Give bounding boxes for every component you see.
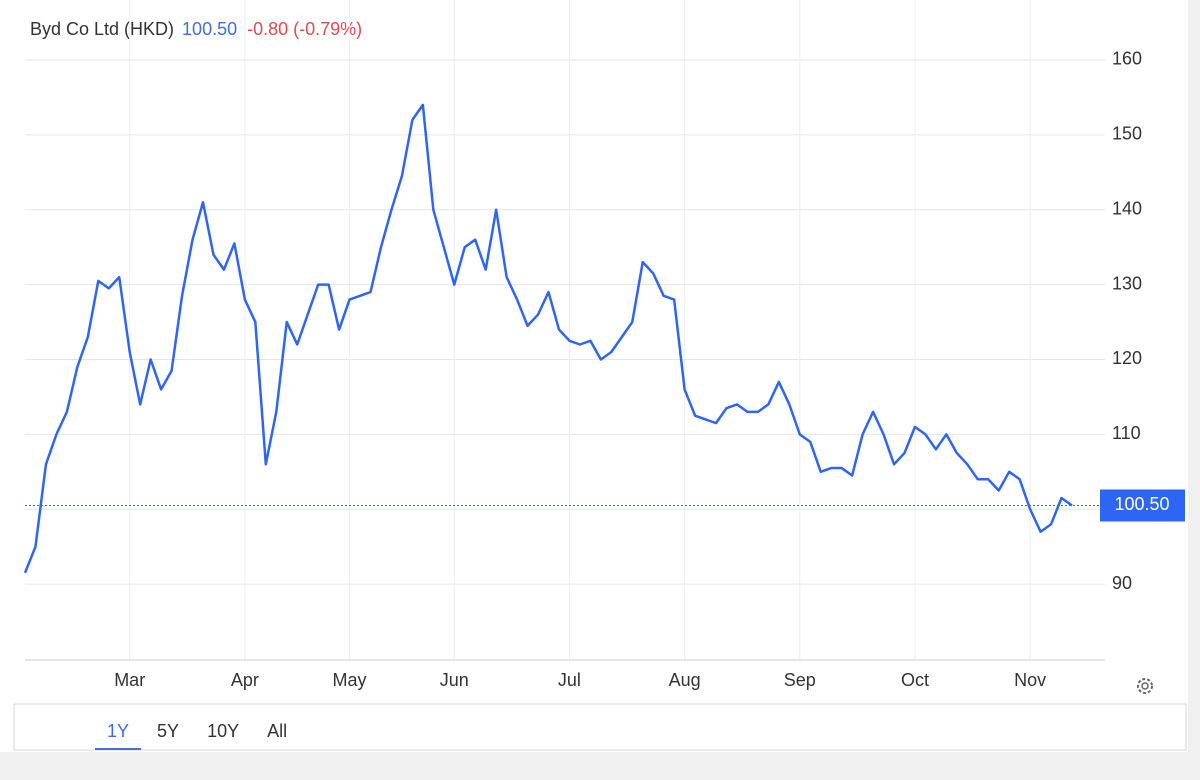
range-button[interactable]: 10Y (207, 721, 239, 741)
x-tick-label: May (333, 670, 367, 690)
y-tick-label: 130 (1112, 273, 1142, 293)
y-tick-label: 110 (1112, 423, 1141, 443)
x-tick-label: Jul (558, 670, 581, 690)
x-tick-label: Sep (784, 670, 816, 690)
range-button[interactable]: 1Y (107, 721, 129, 741)
price-line (23, 103, 1073, 574)
range-button[interactable]: All (267, 721, 287, 741)
y-tick-label: 90 (1112, 573, 1132, 593)
range-button[interactable]: 5Y (157, 721, 179, 741)
last-price-box (1100, 489, 1185, 522)
header-price: 100.50 (182, 19, 237, 39)
x-tick-label: Jun (440, 670, 469, 690)
range-bar (13, 703, 1187, 751)
x-tick-label: Apr (231, 670, 259, 690)
chart-background (0, 0, 1188, 752)
y-tick-label: 120 (1112, 348, 1142, 368)
gear-inner (1141, 682, 1149, 690)
y-tick-label: 140 (1112, 198, 1142, 218)
gear-outer (1137, 678, 1153, 694)
y-tick-label: 150 (1112, 124, 1142, 144)
x-tick-label: Aug (669, 670, 701, 690)
x-tick-label: Oct (901, 670, 929, 690)
header-change: -0.80 (-0.79%) (247, 19, 362, 39)
last-price-label: 100.50 (1114, 494, 1169, 514)
settings-gear[interactable] (1137, 678, 1153, 694)
x-tick-label: Nov (1014, 670, 1046, 690)
chart-title: Byd Co Ltd (HKD) (30, 19, 174, 39)
x-tick-label: Mar (114, 670, 145, 690)
y-tick-label: 160 (1112, 49, 1142, 69)
